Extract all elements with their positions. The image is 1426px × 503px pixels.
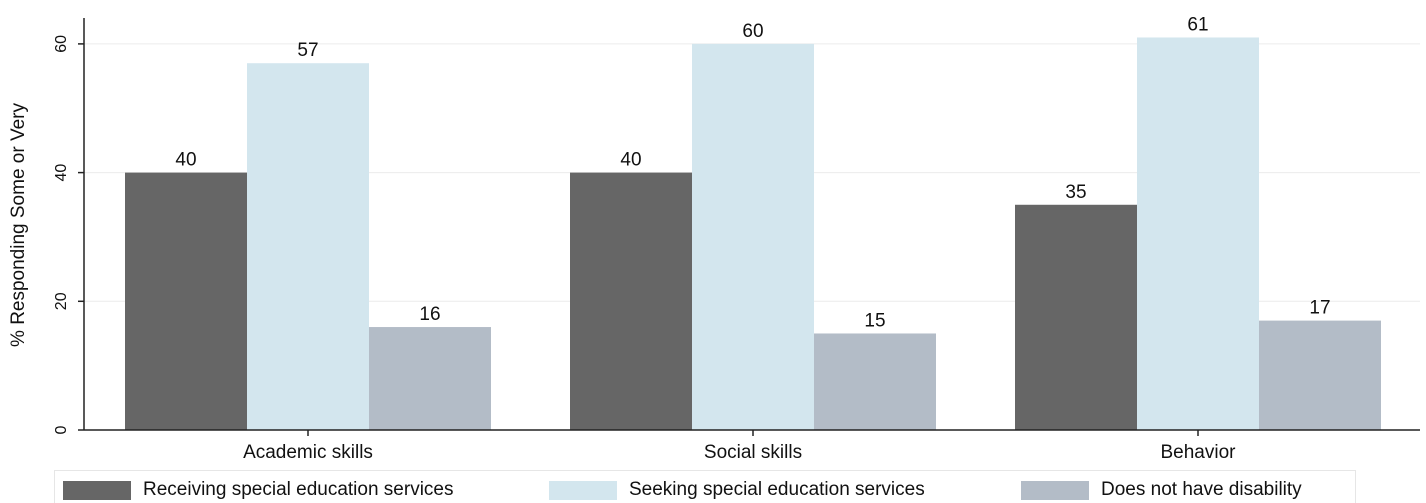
legend-label-seeking: Seeking special education services (629, 479, 925, 500)
value-label-1-0: 40 (620, 150, 641, 171)
bar-0-2 (369, 327, 491, 430)
y-tick-label-0: 0 (53, 425, 70, 434)
value-label-2-1: 61 (1187, 14, 1208, 35)
legend: Receiving special education services See… (54, 470, 1356, 503)
value-label-0-0: 40 (175, 150, 196, 171)
bar-2-2 (1259, 320, 1381, 430)
bar-1-0 (570, 172, 692, 430)
value-label-0-1: 57 (297, 40, 318, 61)
value-label-1-1: 60 (742, 21, 763, 42)
legend-swatch-no-disability (1021, 480, 1089, 500)
bar-chart: 40 57 16 40 60 15 35 61 17 0 20 40 60 Academic skil… (8, 14, 1420, 463)
legend-swatch-seeking (549, 480, 617, 500)
bar-0-1 (247, 63, 369, 430)
y-tick-label-20: 20 (53, 292, 70, 310)
value-label-1-2: 15 (864, 310, 885, 331)
x-tick-label-1: Social skills (704, 442, 802, 463)
legend-item-no-disability: Does not have disability (1021, 477, 1302, 503)
value-label-0-2: 16 (419, 304, 440, 325)
x-tick-label-0: Academic skills (243, 442, 373, 463)
value-label-2-0: 35 (1065, 182, 1086, 203)
legend-label-receiving: Receiving special education services (143, 479, 454, 500)
legend-swatch-receiving (63, 480, 131, 500)
y-tick-label-40: 40 (53, 164, 70, 182)
y-axis-label: % Responding Some or Very (8, 103, 29, 347)
bar-2-1 (1137, 37, 1259, 431)
legend-label-no-disability: Does not have disability (1101, 479, 1302, 500)
bar-1-2 (814, 333, 936, 430)
bars (125, 37, 1381, 431)
value-label-2-2: 17 (1309, 298, 1330, 319)
y-tick-label-60: 60 (53, 35, 70, 53)
value-labels: 40 57 16 40 60 15 35 61 17 (175, 14, 1330, 331)
x-axis-ticks: Academic skills Social skills Behavior (243, 430, 1236, 463)
y-axis-ticks: 0 20 40 60 (53, 35, 84, 434)
legend-item-seeking: Seeking special education services (549, 477, 925, 503)
bar-0-0 (125, 172, 247, 430)
legend-item-receiving: Receiving special education services (63, 477, 454, 503)
x-tick-label-2: Behavior (1161, 442, 1237, 463)
bar-2-0 (1015, 204, 1137, 430)
bar-1-1 (692, 43, 814, 431)
